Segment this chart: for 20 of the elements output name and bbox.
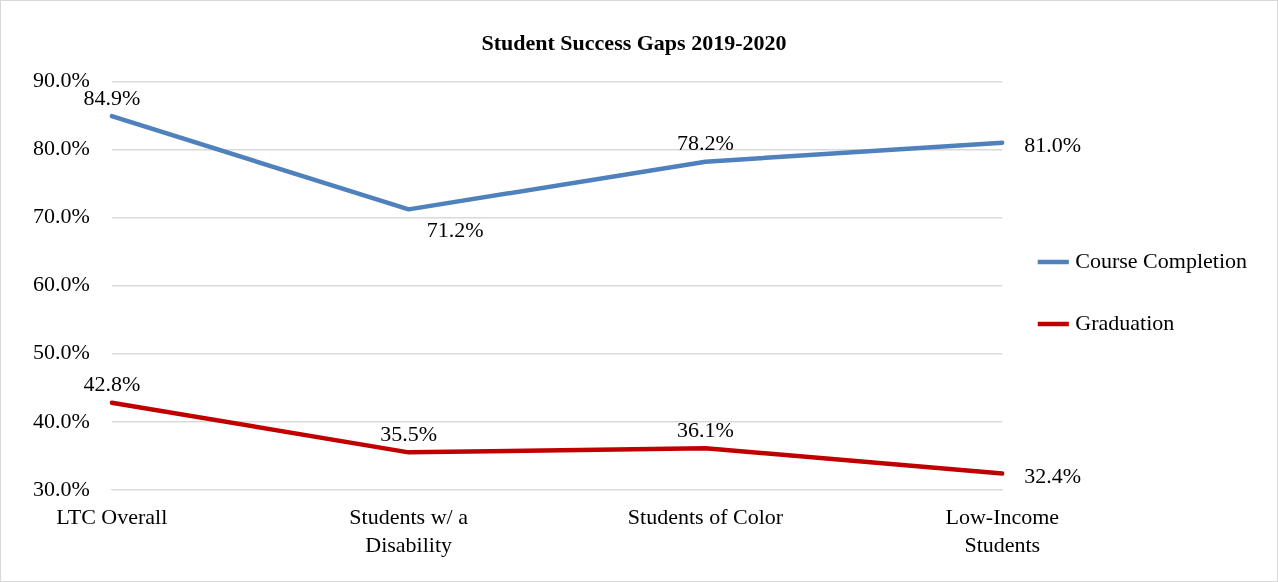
x-tick-label: Low-Income Students (945, 503, 1060, 558)
x-tick-label: LTC Overall (56, 503, 168, 529)
legend-label: Graduation (1075, 309, 1175, 335)
y-tick-label: 70.0% (33, 203, 90, 229)
legend-label: Course Completion (1075, 247, 1247, 273)
y-tick-label: 50.0% (33, 339, 90, 365)
y-tick-label: 60.0% (33, 271, 90, 297)
data-label: 71.2% (426, 217, 484, 243)
chart-title: Student Success Gaps 2019-2020 (481, 29, 787, 55)
x-tick-label: Students of Color (627, 503, 784, 529)
y-tick-label: 80.0% (33, 135, 90, 161)
data-label: 81.0% (1024, 132, 1082, 158)
data-label: 42.8% (83, 371, 141, 397)
data-label: 36.1% (677, 417, 734, 443)
x-tick-label: Students w/ a Disability (349, 503, 469, 558)
y-tick-label: 40.0% (33, 407, 90, 433)
data-label: 35.5% (380, 421, 438, 447)
data-label: 78.2% (677, 130, 734, 156)
data-label: 32.4% (1024, 463, 1082, 489)
y-tick-label: 30.0% (33, 475, 90, 501)
